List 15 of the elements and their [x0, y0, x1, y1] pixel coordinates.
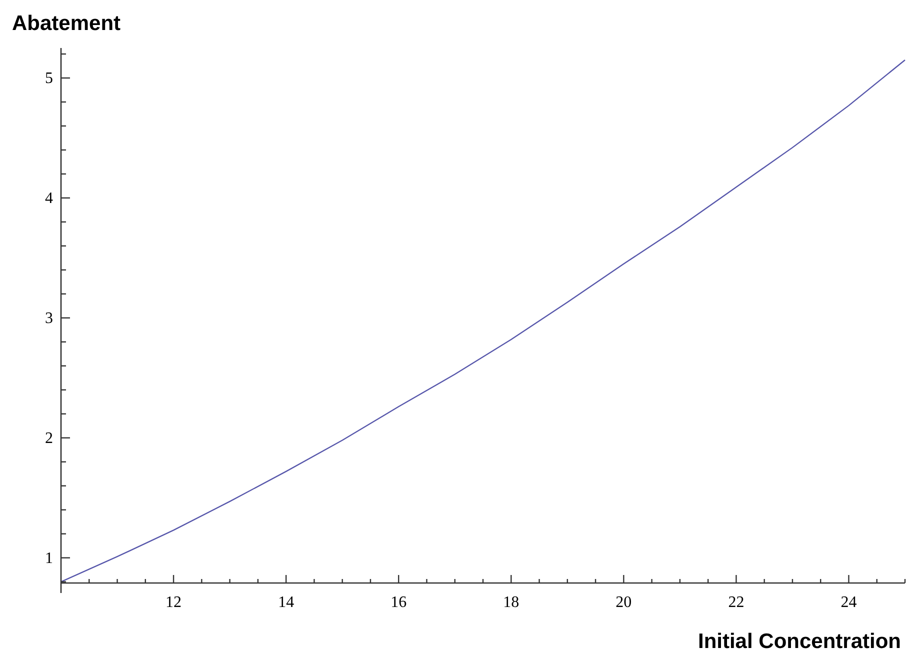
x-tick-label: 14	[278, 594, 294, 611]
y-tick-label: 1	[45, 550, 53, 567]
y-tick-label: 4	[45, 190, 53, 207]
x-tick-label: 24	[840, 594, 857, 611]
y-axis-title: Abatement	[12, 12, 121, 35]
x-tick-label: 16	[390, 594, 407, 611]
x-tick-label: 12	[166, 594, 182, 611]
line-series	[60, 59, 906, 582]
x-tick-label: 22	[728, 594, 744, 611]
x-tick-label: 20	[616, 594, 632, 611]
y-tick-label: 5	[45, 70, 53, 87]
x-tick-label: 18	[503, 594, 520, 611]
y-tick-label: 2	[45, 430, 53, 447]
y-tick-label: 3	[45, 310, 53, 327]
x-axis-title: Initial Concentration	[698, 630, 901, 653]
